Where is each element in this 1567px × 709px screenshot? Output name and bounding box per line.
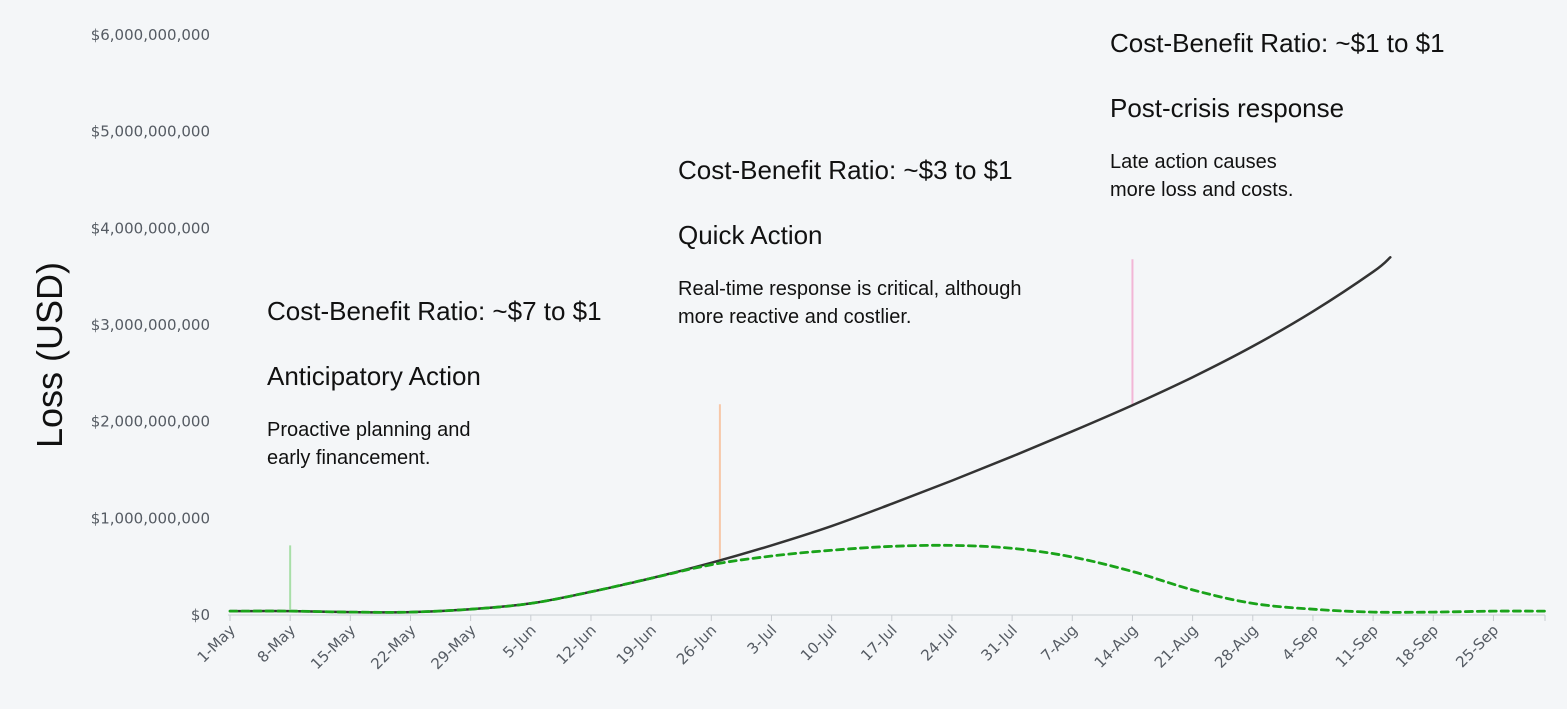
x-tick-label: 8-May <box>254 621 299 666</box>
x-tick-label: 4-Sep <box>1278 621 1321 664</box>
annotation-ratio: Cost-Benefit Ratio: ~$7 to $1 <box>267 296 602 326</box>
y-tick-label: $3,000,000,000 <box>91 316 210 334</box>
annotation-desc: Late action causes more loss and costs. <box>1110 148 1445 204</box>
x-tick-label: 3-Jul <box>744 621 781 658</box>
series-lines <box>228 256 1547 614</box>
annotation-desc-line: more loss and costs. <box>1110 179 1294 202</box>
series-line-mitigated-loss <box>228 543 1547 614</box>
x-tick-label: 22-May <box>367 621 419 673</box>
x-tick-label: 21-Aug <box>1151 621 1202 672</box>
x-tick-label: 17-Jul <box>857 621 900 664</box>
annotation-desc: Real-time response is critical, although… <box>678 275 1022 331</box>
y-tick-label: $5,000,000,000 <box>91 123 210 141</box>
annotation-desc-line: Proactive planning and <box>267 419 471 442</box>
annotation-post-crisis: Cost-Benefit Ratio: ~$1 to $1 Post-crisi… <box>1110 28 1445 204</box>
annotation-quick-action: Cost-Benefit Ratio: ~$3 to $1 Quick Acti… <box>678 155 1022 331</box>
annotation-desc-line: Late action causes <box>1110 151 1277 174</box>
x-tick-label: 14-Aug <box>1091 621 1142 672</box>
x-tick-label: 29-May <box>427 621 479 673</box>
x-axis-ticks: 1-May 8-May 15-May 22-May 29-May 5-Jun 12-Jun 1… <box>194 615 1546 673</box>
y-tick-label: $4,000,000,000 <box>91 219 210 237</box>
x-tick-label: 18-Sep <box>1392 621 1442 671</box>
y-tick-label: $2,000,000,000 <box>91 413 210 431</box>
x-tick-label: 12-Jun <box>553 621 600 668</box>
x-tick-label: 28-Aug <box>1211 621 1262 672</box>
annotation-desc-line: Real-time response is critical, although <box>678 278 1022 301</box>
annotation-desc: Proactive planning and early financement… <box>267 416 602 472</box>
x-tick-label: 19-Jun <box>613 621 660 668</box>
annotation-desc-line: more reactive and costlier. <box>678 306 912 329</box>
x-tick-label: 1-May <box>194 621 239 666</box>
x-tick-label: 25-Sep <box>1452 621 1502 671</box>
y-tick-label: $1,000,000,000 <box>91 509 210 527</box>
x-tick-label: 7-Aug <box>1037 621 1081 665</box>
y-axis-ticks: $0 $1,000,000,000 $2,000,000,000 $3,000,000… <box>91 26 210 624</box>
annotation-phase: Anticipatory Action <box>267 361 481 392</box>
x-tick-label: 31-Jul <box>978 621 1021 664</box>
annotation-anticipatory: Cost-Benefit Ratio: ~$7 to $1 Anticipato… <box>267 296 602 472</box>
x-tick-label: 24-Jul <box>917 621 960 664</box>
x-tick-label: 15-May <box>307 621 359 673</box>
x-tick-label: 26-Jun <box>673 621 720 668</box>
annotation-ratio: Cost-Benefit Ratio: ~$1 to $1 <box>1110 28 1445 58</box>
annotation-phase: Post-crisis response <box>1110 93 1345 124</box>
annotation-ratio: Cost-Benefit Ratio: ~$3 to $1 <box>678 155 1013 185</box>
annotation-desc-line: early financement. <box>267 447 431 470</box>
y-tick-label: $0 <box>191 606 210 624</box>
x-tick-label: 10-Jul <box>797 621 840 664</box>
y-tick-label: $6,000,000,000 <box>91 26 210 44</box>
x-tick-label: 11-Sep <box>1332 621 1382 671</box>
y-axis-label: Loss (USD) <box>29 262 70 448</box>
x-tick-label: 5-Jun <box>499 621 539 661</box>
phase-markers <box>289 259 1134 610</box>
annotation-phase: Quick Action <box>678 220 823 251</box>
